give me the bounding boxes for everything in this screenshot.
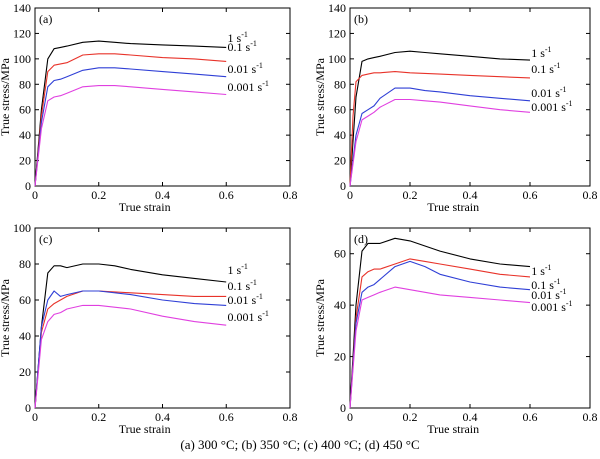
panel-label: (a) (39, 12, 52, 26)
y-tick-label: 60 (19, 103, 31, 117)
chart-panel-1: 0 0.2 0.4 0.6 0.8 0 20 40 60 80 100 120 140 True stra… (0, 1, 298, 214)
series-line-1-s (349, 237, 531, 409)
y-axis-label: True stress/MPa (0, 278, 12, 357)
x-tick-label: 0 (32, 410, 38, 424)
plot-frame (349, 227, 591, 409)
y-tick-label: 0 (25, 179, 31, 193)
y-tick-label: 60 (334, 103, 346, 117)
x-axis-label: True strain (427, 200, 479, 214)
series-label-1-s: 1 s-1 (228, 30, 248, 45)
y-tick-label: 100 (13, 52, 31, 66)
y-tick-label: 60 (334, 247, 346, 261)
x-tick-label: 0.8 (583, 188, 598, 202)
series-line-0-1-s (349, 258, 531, 409)
series-line-0-1-s (34, 53, 227, 187)
y-tick-label: 40 (334, 298, 346, 312)
chart-panel-2: 0 0.2 0.4 0.6 0.8 0 20 40 60 80 100 120 140 True stra… (313, 1, 598, 214)
series-line-0-01-s (349, 260, 531, 409)
x-axis-label: True strain (119, 200, 171, 214)
series-label-0-01-s: 0.01 s-1 (228, 292, 263, 307)
x-tick-label: 0.2 (91, 410, 106, 424)
y-tick-label: 120 (328, 26, 346, 40)
panel-label: (d) (354, 232, 368, 246)
x-tick-label: 0.8 (283, 410, 298, 424)
panel-label: (b) (354, 12, 368, 26)
y-axis-label: True stress/MPa (0, 57, 12, 136)
series-label-1-s: 1 s-1 (228, 262, 248, 277)
x-axis-label: True strain (427, 422, 479, 436)
y-tick-label: 40 (19, 128, 31, 142)
x-tick-label: 0 (32, 188, 38, 202)
series-label-0-001-s: 0.001 s-1 (531, 299, 572, 314)
series-line-0-01-s (34, 290, 227, 409)
y-tick-label: 40 (19, 329, 31, 343)
x-tick-label: 0.6 (219, 410, 234, 424)
y-tick-label: 40 (334, 128, 346, 142)
chart-panel-3: 0 0.2 0.4 0.6 0.8 0 20 40 60 80 100 True strain True… (0, 221, 298, 436)
y-tick-label: 100 (328, 52, 346, 66)
series-label-0-1-s: 0.1 s-1 (531, 61, 560, 76)
series-label-0-1-s: 0.1 s-1 (228, 39, 257, 54)
series-line-0-001-s (349, 286, 531, 409)
series-line-0-1-s (349, 71, 531, 187)
series-line-0-001-s (349, 98, 531, 187)
chart-panel-4: 0 0.2 0.4 0.6 0.8 0 20 40 60 True strain True stre… (313, 227, 598, 436)
x-axis-label: True strain (119, 422, 171, 436)
panel-label: (c) (39, 232, 52, 246)
y-axis-label: True stress/MPa (313, 57, 327, 136)
x-tick-label: 0.4 (463, 410, 478, 424)
x-tick-label: 0 (347, 410, 353, 424)
series-label-1-s: 1 s-1 (531, 263, 551, 278)
y-tick-label: 100 (13, 221, 31, 235)
series-line-1-s (34, 263, 227, 409)
y-tick-label: 120 (13, 26, 31, 40)
y-tick-label: 80 (334, 77, 346, 91)
x-tick-label: 0.4 (155, 410, 170, 424)
y-tick-label: 0 (25, 401, 31, 415)
series-label-0-001-s: 0.001 s-1 (228, 309, 269, 324)
series-line-1-s (34, 40, 227, 187)
y-tick-label: 140 (328, 1, 346, 15)
x-tick-label: 0.2 (91, 188, 106, 202)
x-tick-label: 0.8 (583, 410, 598, 424)
series-label-0-001-s: 0.001 s-1 (228, 79, 269, 94)
x-tick-label: 0 (347, 188, 353, 202)
series-label-0-1-s: 0.1 s-1 (228, 278, 257, 293)
y-tick-label: 20 (334, 350, 346, 364)
series-label-0-01-s: 0.01 s-1 (531, 85, 566, 100)
x-tick-label: 0.6 (219, 188, 234, 202)
figure-caption: (a) 300 °C; (b) 350 °C; (c) 400 °C; (d) … (180, 437, 420, 452)
series-label-0-001-s: 0.001 s-1 (531, 99, 572, 114)
y-axis-label: True stress/MPa (313, 278, 327, 357)
y-tick-label: 20 (19, 365, 31, 379)
y-tick-label: 60 (19, 293, 31, 307)
x-tick-label: 0.6 (523, 410, 538, 424)
series-label-0-1-s: 0.1 s-1 (531, 277, 560, 292)
y-tick-label: 20 (334, 154, 346, 168)
plot-frame (34, 7, 291, 187)
x-tick-label: 0.4 (463, 188, 478, 202)
x-tick-label: 0.8 (283, 188, 298, 202)
series-line-0-01-s (349, 87, 531, 187)
series-line-0-001-s (34, 85, 227, 187)
y-tick-label: 0 (340, 401, 346, 415)
y-tick-label: 20 (19, 154, 31, 168)
x-tick-label: 0.4 (155, 188, 170, 202)
x-tick-label: 0.6 (523, 188, 538, 202)
series-line-1-s (349, 50, 531, 187)
x-tick-label: 0.2 (403, 188, 418, 202)
series-label-0-01-s: 0.01 s-1 (228, 61, 263, 76)
series-line-0-1-s (34, 290, 227, 409)
x-tick-label: 0.2 (403, 410, 418, 424)
y-tick-label: 80 (19, 257, 31, 271)
series-label-0-01-s: 0.01 s-1 (531, 287, 566, 302)
series-line-0-01-s (34, 67, 227, 187)
y-tick-label: 80 (19, 77, 31, 91)
series-label-1-s: 1 s-1 (531, 45, 551, 60)
y-tick-label: 140 (13, 1, 31, 15)
y-tick-label: 0 (340, 179, 346, 193)
series-line-0-001-s (34, 304, 227, 409)
